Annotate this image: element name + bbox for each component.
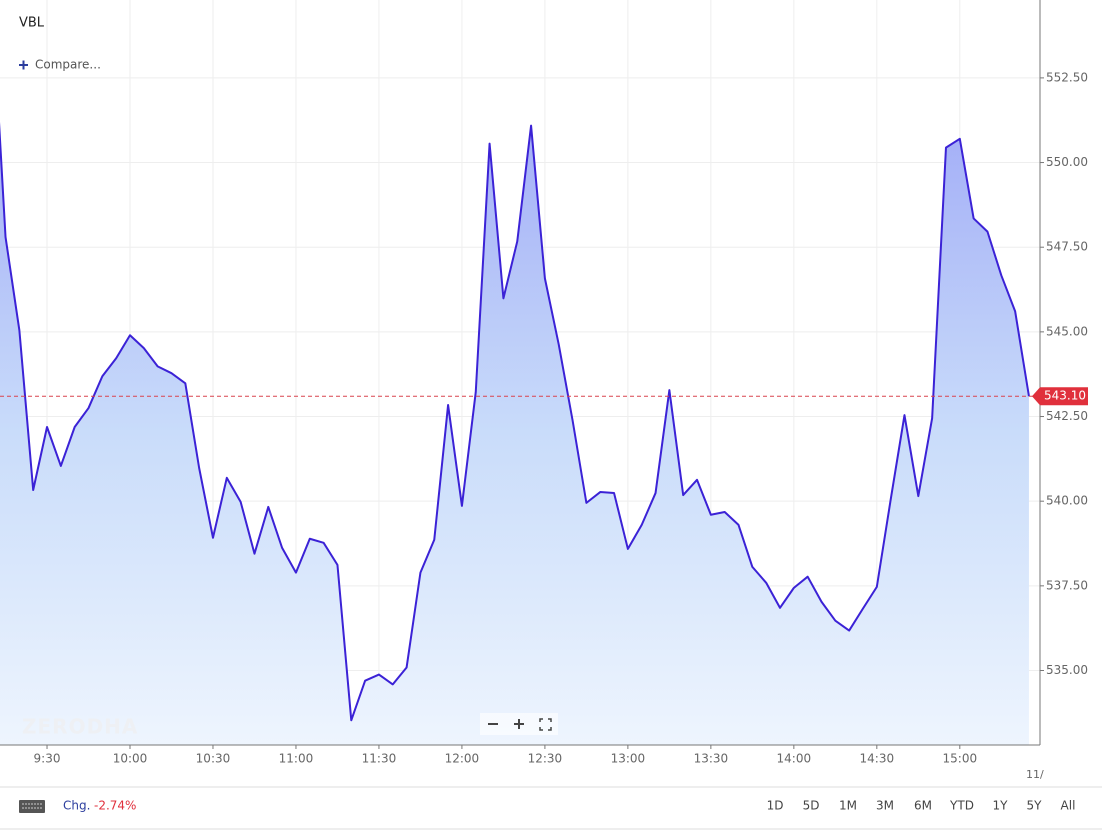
change-value: -2.74% <box>94 799 136 813</box>
last-price-tag <box>1032 387 1088 406</box>
y-tick-label: 535.00 <box>1046 663 1088 677</box>
compare-button[interactable]: Compare... <box>19 58 101 72</box>
x-tick-label: 14:00 <box>777 752 812 766</box>
x-tick-label: 13:00 <box>611 752 646 766</box>
x-tick-label: 14:30 <box>860 752 895 766</box>
zoom-in[interactable] <box>514 719 524 729</box>
change-label: Chg. <box>63 799 90 813</box>
y-tick-label: 540.00 <box>1046 494 1088 508</box>
keyboard-icon[interactable] <box>19 800 45 813</box>
symbol: VBL <box>19 16 45 31</box>
range-button[interactable]: 1Y <box>993 799 1009 813</box>
plus-icon <box>19 60 28 70</box>
y-tick-label: 547.50 <box>1046 240 1088 254</box>
x-tick-label: 10:30 <box>196 752 231 766</box>
area-fill <box>0 125 1029 745</box>
watermark: ZERODHA <box>22 715 138 739</box>
y-tick-label: 542.50 <box>1046 409 1088 423</box>
range-button[interactable]: 6M <box>914 799 932 813</box>
last-price-label: 543.10 <box>1044 389 1086 403</box>
x-tick-label: 11:00 <box>279 752 314 766</box>
zoom-controls <box>480 713 558 735</box>
x-tick-label: 11:30 <box>362 752 397 766</box>
range-button[interactable]: 5Y <box>1027 799 1043 813</box>
compare-label: Compare... <box>35 58 101 72</box>
y-tick-label: 550.00 <box>1046 155 1088 169</box>
range-button[interactable]: 1D <box>767 799 784 813</box>
price-line <box>0 121 1030 722</box>
range-button[interactable]: YTD <box>949 799 974 813</box>
y-tick-label: 545.00 <box>1046 324 1088 338</box>
fullscreen[interactable] <box>539 718 552 731</box>
x-tick-label: 15:00 <box>943 752 978 766</box>
x-tick-label: 10:00 <box>113 752 148 766</box>
x-tick-label: 12:30 <box>528 752 563 766</box>
range-button[interactable]: 1M <box>839 799 857 813</box>
x-tick-label: 12:00 <box>445 752 480 766</box>
y-tick-label: 537.50 <box>1046 578 1088 592</box>
x-axis-cut-label: 11/ <box>1026 768 1044 781</box>
x-tick-label: 13:30 <box>694 752 729 766</box>
range-button[interactable]: 5D <box>803 799 820 813</box>
x-tick-label: 9:30 <box>34 752 61 766</box>
range-button[interactable]: 3M <box>876 799 894 813</box>
y-tick-label: 552.50 <box>1046 70 1088 84</box>
range-button[interactable]: All <box>1061 799 1076 813</box>
